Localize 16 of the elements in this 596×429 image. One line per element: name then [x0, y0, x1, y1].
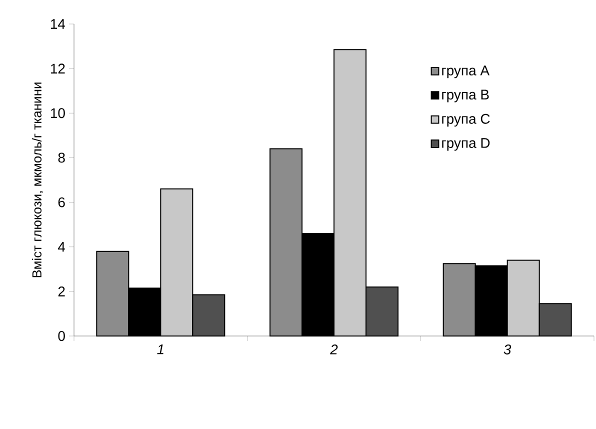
y-tick-label: 8	[58, 152, 65, 163]
x-tick-label: 3	[504, 344, 512, 354]
y-tick-label: 2	[58, 286, 65, 296]
x-tick-label: 1	[157, 344, 164, 354]
y-tick-label: 12	[50, 64, 65, 74]
y-axis-title: Вміст глюкози, мкмоль/г тканини	[32, 82, 44, 278]
y-tick-label: 6	[58, 197, 65, 208]
legend-label: група A	[442, 66, 490, 78]
y-tick-label: 14	[50, 19, 66, 29]
legend-label: група B	[442, 90, 489, 102]
legend-label: група D	[442, 138, 490, 151]
y-tick-label: 10	[50, 108, 65, 118]
legend-label: група C	[442, 114, 490, 127]
y-tick-label: 4	[58, 242, 66, 252]
y-tick-label: 0	[58, 331, 65, 341]
x-tick-label: 2	[330, 344, 338, 354]
